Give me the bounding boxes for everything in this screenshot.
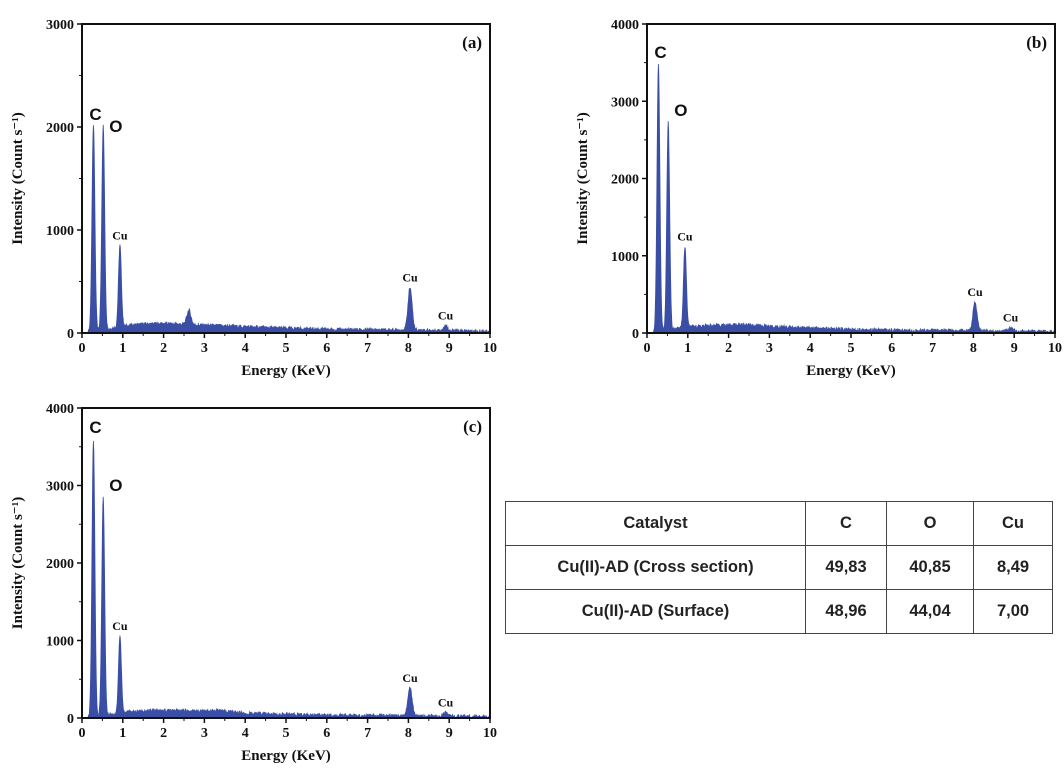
x-tick-label: 7 — [364, 726, 371, 741]
peak-label: C — [89, 105, 101, 124]
y-tick-label: 2000 — [46, 121, 74, 136]
x-tick-label: 5 — [848, 341, 855, 356]
x-tick-label: 3 — [766, 341, 773, 356]
x-tick-label: 10 — [1048, 341, 1062, 356]
x-tick-label: 10 — [483, 341, 497, 356]
composition-table-container: Catalyst C O Cu Cu(II)-AD (Cross section… — [505, 501, 1053, 634]
peak-label: O — [109, 117, 122, 136]
x-tick-label: 6 — [323, 341, 330, 356]
x-tick-label: 10 — [483, 726, 497, 741]
x-tick-label: 4 — [242, 341, 249, 356]
peak-label: Cu — [402, 671, 418, 685]
cell-o: 44,04 — [886, 589, 974, 634]
plot-frame — [81, 23, 491, 334]
y-tick-label: 1000 — [46, 635, 74, 650]
peak-label: O — [109, 476, 122, 495]
peak-label: Cu — [438, 308, 454, 322]
peak-label: Cu — [1003, 311, 1019, 325]
x-tick-label: 6 — [323, 726, 330, 741]
y-tick-label: 3000 — [46, 18, 74, 33]
x-tick-label: 8 — [405, 726, 412, 741]
header-c: C — [805, 501, 887, 546]
x-tick-label: 4 — [242, 726, 249, 741]
peak-label: O — [674, 101, 687, 120]
y-axis-label: Intensity (Count s⁻¹) — [10, 497, 26, 629]
header-o: O — [886, 501, 974, 546]
cell-catalyst: Cu(II)-AD (Surface) — [505, 589, 806, 634]
cell-o: 40,85 — [886, 545, 974, 590]
peak-label: Cu — [112, 228, 128, 242]
table-header-row: Catalyst C O Cu — [505, 501, 1053, 546]
y-tick-label: 1000 — [46, 224, 74, 239]
peak-label: Cu — [438, 696, 454, 710]
y-tick-label: 0 — [67, 712, 74, 727]
y-tick-label: 3000 — [46, 480, 74, 495]
x-tick-label: 2 — [160, 726, 167, 741]
x-tick-label: 1 — [684, 341, 691, 356]
table-row: Cu(II)-AD (Surface) 48,96 44,04 7,00 — [505, 589, 1053, 634]
cell-c: 48,96 — [805, 589, 887, 634]
x-tick-label: 1 — [119, 341, 126, 356]
spectrum-area — [81, 124, 491, 334]
cell-catalyst: Cu(II)-AD (Cross section) — [505, 545, 806, 590]
peak-label: C — [654, 43, 666, 62]
x-tick-label: 5 — [283, 726, 290, 741]
spectrum-area — [646, 64, 1056, 335]
peak-label: Cu — [967, 285, 983, 299]
eds-panel-3: 0 1 2 3 4 5 6 7 8 9 10 0 1000 2000 3000 4000 Energy (KeV… — [10, 402, 497, 764]
x-tick-label: 2 — [160, 341, 167, 356]
x-tick-label: 2 — [725, 341, 732, 356]
cell-cu: 7,00 — [973, 589, 1053, 634]
x-tick-label: 9 — [446, 341, 453, 356]
cell-cu: 8,49 — [973, 545, 1053, 590]
x-tick-label: 8 — [970, 341, 977, 356]
y-tick-label: 2000 — [611, 173, 639, 188]
x-tick-label: 0 — [644, 341, 651, 356]
y-axis-label: Intensity (Count s⁻¹) — [575, 112, 591, 244]
x-tick-label: 8 — [405, 341, 412, 356]
x-tick-label: 1 — [119, 726, 126, 741]
x-axis-label: Energy (KeV) — [806, 363, 896, 379]
panel-label: (c) — [463, 417, 482, 436]
peak-label: Cu — [112, 619, 128, 633]
y-axis-label: Intensity (Count s⁻¹) — [10, 112, 26, 244]
x-tick-label: 7 — [364, 341, 371, 356]
x-tick-label: 3 — [201, 726, 208, 741]
x-tick-label: 5 — [283, 341, 290, 356]
peak-label: C — [89, 418, 101, 437]
y-tick-label: 2000 — [46, 557, 74, 572]
x-tick-label: 9 — [1011, 341, 1018, 356]
composition-table: Catalyst C O Cu Cu(II)-AD (Cross section… — [505, 501, 1053, 634]
table-row: Cu(II)-AD (Cross section) 49,83 40,85 8,… — [505, 545, 1053, 590]
x-tick-label: 9 — [446, 726, 453, 741]
eds-panel-1: 0 1 2 3 4 5 6 7 8 9 10 0 1000 2000 3000 Energy (KeV) Int… — [10, 18, 497, 379]
spectrum-area — [81, 440, 491, 720]
y-tick-label: 4000 — [611, 18, 639, 33]
y-tick-label: 0 — [632, 327, 639, 342]
header-cu: Cu — [973, 501, 1053, 546]
cell-c: 49,83 — [805, 545, 887, 590]
panel-label: (b) — [1026, 33, 1047, 52]
peak-label: Cu — [677, 229, 693, 243]
y-tick-label: 4000 — [46, 402, 74, 417]
header-catalyst: Catalyst — [505, 501, 806, 546]
eds-panel-2: 0 1 2 3 4 5 6 7 8 9 10 0 1000 2000 3000 4000 Energy (KeV… — [575, 18, 1062, 379]
x-tick-label: 3 — [201, 341, 208, 356]
x-tick-label: 0 — [79, 341, 86, 356]
x-tick-label: 6 — [888, 341, 895, 356]
x-axis-label: Energy (KeV) — [241, 363, 331, 379]
plot-frame — [81, 407, 491, 719]
y-tick-label: 0 — [67, 327, 74, 342]
x-tick-label: 7 — [929, 341, 936, 356]
panel-label: (a) — [462, 33, 482, 52]
x-tick-label: 4 — [807, 341, 814, 356]
peak-label: Cu — [402, 271, 418, 285]
x-axis-label: Energy (KeV) — [241, 748, 331, 764]
x-tick-label: 0 — [79, 726, 86, 741]
y-tick-label: 3000 — [611, 95, 639, 110]
plot-frame — [646, 23, 1056, 334]
y-tick-label: 1000 — [611, 250, 639, 265]
